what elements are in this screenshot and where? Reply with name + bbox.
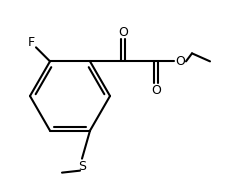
Text: O: O: [151, 84, 161, 97]
Text: O: O: [175, 55, 185, 68]
Text: S: S: [78, 160, 86, 173]
Text: F: F: [28, 36, 34, 49]
Text: O: O: [118, 26, 128, 39]
